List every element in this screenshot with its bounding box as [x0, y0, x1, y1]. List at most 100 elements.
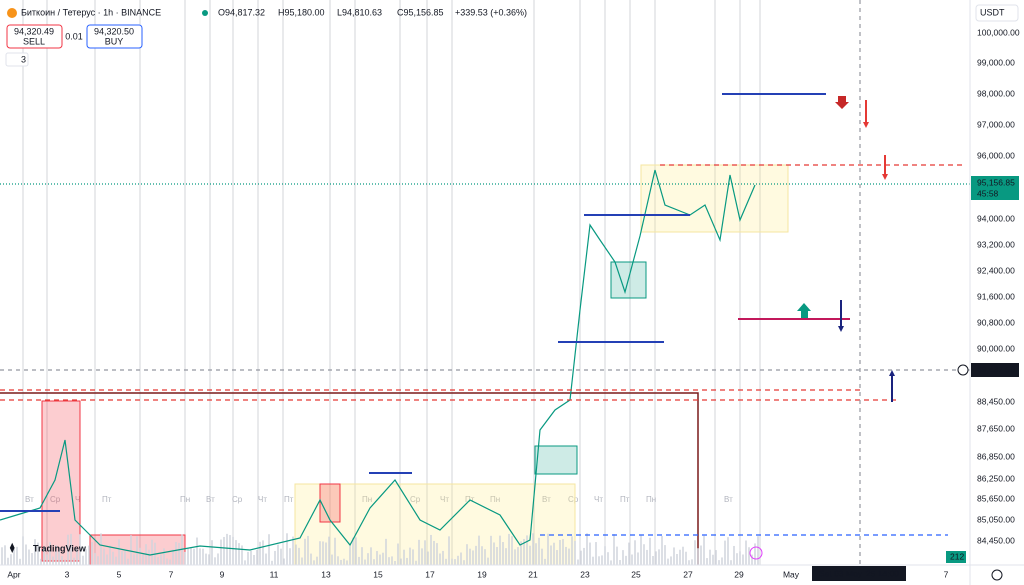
range-box	[0, 392, 699, 565]
time-label: 9	[220, 569, 225, 579]
price-label: 100,000.00	[977, 27, 1020, 37]
axes: 100,000.00 99,000.00 98,000.00 97,000.00 96,…	[7, 27, 1020, 581]
time-label: 11	[270, 569, 279, 579]
weekday-label: Чт	[258, 495, 267, 504]
countdown: 45:58	[977, 188, 999, 198]
price-label: 99,000.00	[977, 57, 1015, 67]
logo: TradingView	[33, 543, 87, 553]
weekday-label: Ср	[568, 495, 579, 504]
price-label: 90,800.00	[977, 317, 1015, 327]
ohlc-close: C95,156.85	[397, 7, 444, 17]
buy-label: BUY	[105, 36, 124, 46]
market-status	[202, 10, 208, 16]
time-label: 3	[65, 569, 70, 579]
price-label: 85,050.00	[977, 514, 1015, 524]
sell-button[interactable]	[6, 24, 63, 49]
time-label: 21	[528, 569, 538, 579]
symbol-icon	[7, 8, 17, 18]
time-label: May	[783, 569, 800, 579]
ohlc-open: O94,817.32	[218, 7, 265, 17]
chart-pane: ВтСрЧПтПнВтСрЧтПтПнСрЧтПтПнВтСрЧтПтПнВт	[0, 0, 970, 566]
crosshair-time: Sat 03 May '25 14:00	[819, 568, 899, 578]
weekday-label: Вт	[25, 495, 34, 504]
time-label: 7	[944, 569, 949, 579]
weekday-label: Пн	[180, 495, 190, 504]
buy-button[interactable]	[86, 24, 143, 49]
price-label: 85,650.00	[977, 493, 1015, 503]
price-label: 91,600.00	[977, 291, 1015, 301]
weekday-label: Пт	[284, 495, 294, 504]
symbol-title[interactable]: Биткоин / Тетерус · 1h · BINANCE	[21, 7, 161, 17]
arrow-head	[863, 122, 869, 128]
time-label: 29	[734, 569, 744, 579]
current-price: 95,156.85	[977, 177, 1015, 187]
price-label: 92,400.00	[977, 265, 1015, 275]
ohlc-change: +339.53 (+0.36%)	[455, 7, 527, 17]
time-label: 7	[169, 569, 174, 579]
weekday-label: Ср	[50, 495, 61, 504]
current-price-box	[971, 176, 1019, 200]
time-label: 13	[321, 569, 331, 579]
arrow-head	[889, 370, 895, 376]
weekday-label: Вт	[542, 495, 551, 504]
add-button[interactable]	[957, 364, 969, 376]
settings-button[interactable]	[991, 569, 1003, 581]
logo-mark: ⧫	[9, 542, 15, 553]
buy-price: 94,320.50	[94, 26, 134, 36]
weekday-label: Чт	[440, 495, 449, 504]
order-quantity: 0.01	[65, 31, 83, 41]
time-label: 19	[477, 569, 487, 579]
sell-signal	[835, 96, 849, 109]
ohlc-low: L94,810.63	[337, 7, 382, 17]
price-label: 84,450.00	[977, 535, 1015, 545]
sell-label: SELL	[23, 36, 45, 46]
time-label: 15	[373, 569, 383, 579]
price-label: 90,000.00	[977, 343, 1015, 353]
weekday-label: Пн	[646, 495, 656, 504]
zone	[640, 164, 789, 233]
zone	[294, 483, 576, 566]
price-label: 96,000.00	[977, 150, 1015, 160]
buy-signal	[797, 303, 811, 318]
price-label: 97,000.00	[977, 119, 1015, 129]
price-label: 88,450.00	[977, 396, 1015, 406]
time-label: Apr	[7, 569, 20, 579]
volume-box	[946, 551, 966, 563]
weekday-label: Чт	[594, 495, 603, 504]
crosshair-time-box	[812, 566, 906, 581]
price-label: 94,000.00	[977, 213, 1015, 223]
price-label: 87,650.00	[977, 423, 1015, 433]
price-label: 93,200.00	[977, 239, 1015, 249]
crosshair-price: 89,437.50	[977, 364, 1015, 374]
weekday-label: Вт	[724, 495, 733, 504]
time-label: 25	[631, 569, 641, 579]
time-label: 27	[683, 569, 693, 579]
price-label: 86,850.00	[977, 451, 1015, 461]
zone	[41, 400, 81, 562]
indicators-toggle[interactable]	[5, 52, 29, 67]
currency: USDT	[980, 7, 1005, 17]
currency-selector[interactable]	[975, 4, 1019, 22]
weekday-label: Вт	[206, 495, 215, 504]
weekday-label: Ч	[75, 495, 80, 504]
weekday-label: Пн	[490, 495, 500, 504]
indicators-count: 3	[21, 54, 26, 64]
crosshair-price-box	[971, 363, 1019, 377]
arrow-head	[882, 174, 888, 180]
zone	[319, 483, 341, 523]
price-line	[0, 169, 756, 556]
weekday-label: Ср	[410, 495, 421, 504]
price-label: 98,000.00	[977, 88, 1015, 98]
volume-label: 212	[950, 551, 964, 561]
alert-icon	[749, 546, 763, 560]
weekday-label: Ср	[232, 495, 243, 504]
sell-price: 94,320.49	[14, 26, 54, 36]
time-label: 23	[580, 569, 590, 579]
price-label: 86,250.00	[977, 473, 1015, 483]
weekday-label: Пн	[362, 495, 372, 504]
time-label: 17	[425, 569, 435, 579]
ohlc-high: H95,180.00	[278, 7, 325, 17]
arrow-head	[838, 326, 844, 332]
